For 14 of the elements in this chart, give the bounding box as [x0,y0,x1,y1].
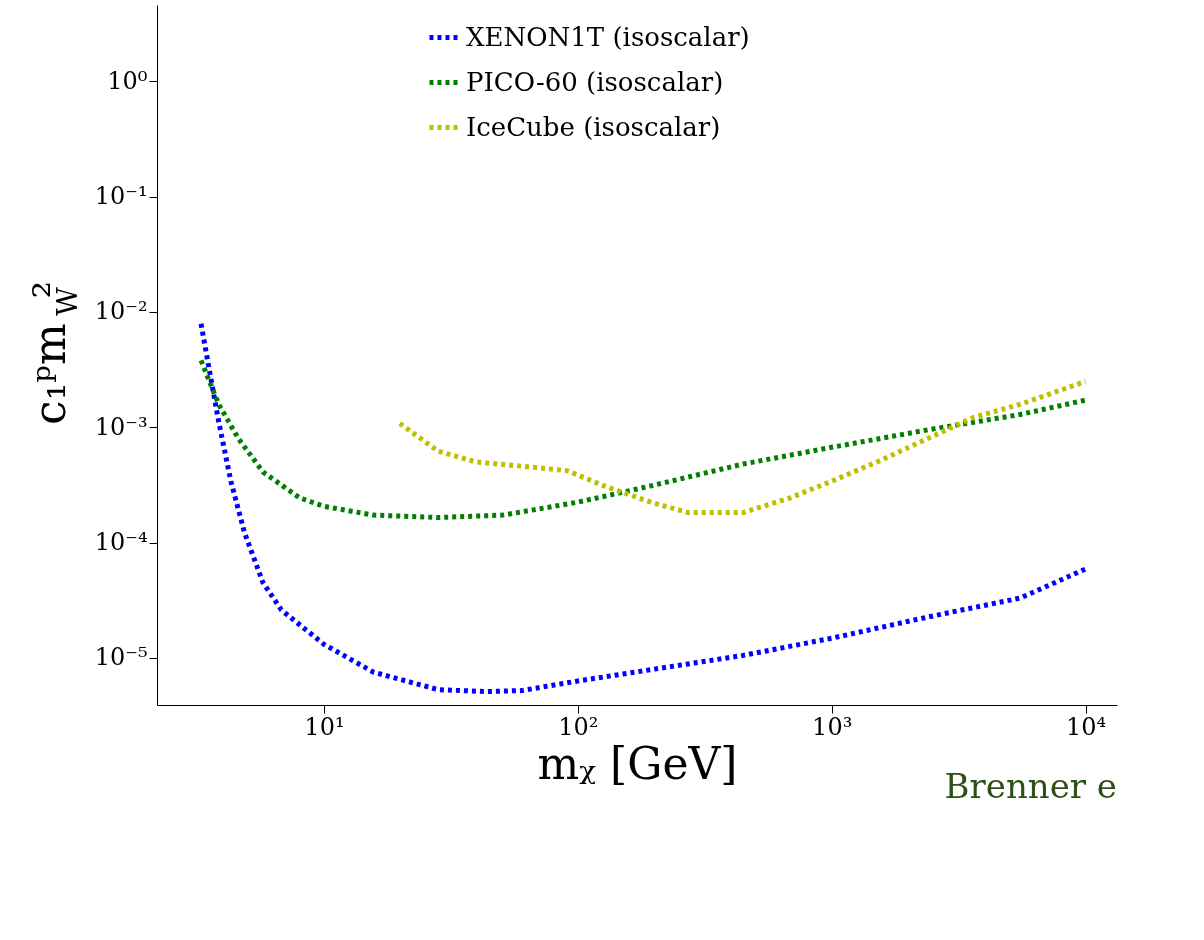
y-tick-label: 10⁻² [94,297,148,326]
y-tick-label: 10⁻⁴ [94,528,148,557]
x-tick-label: 10⁴ [1065,712,1107,741]
legend-label: XENON1T (isoscalar) [466,21,750,52]
y-axis-title: c₁ᵖmW² [24,280,84,425]
x-tick-label: 10³ [812,712,853,741]
text: Brenner e [944,766,1117,806]
y-tick-label: 10⁻⁵ [94,643,148,672]
legend-label: PICO-60 (isoscalar) [466,66,724,97]
x-tick-label: 10¹ [304,712,345,741]
y-tick-label: 10⁻¹ [94,182,148,211]
y-tick-label: 10⁰ [107,66,148,95]
legend-label: IceCube (isoscalar) [466,111,721,142]
y-tick-label: 10⁻³ [94,412,148,441]
